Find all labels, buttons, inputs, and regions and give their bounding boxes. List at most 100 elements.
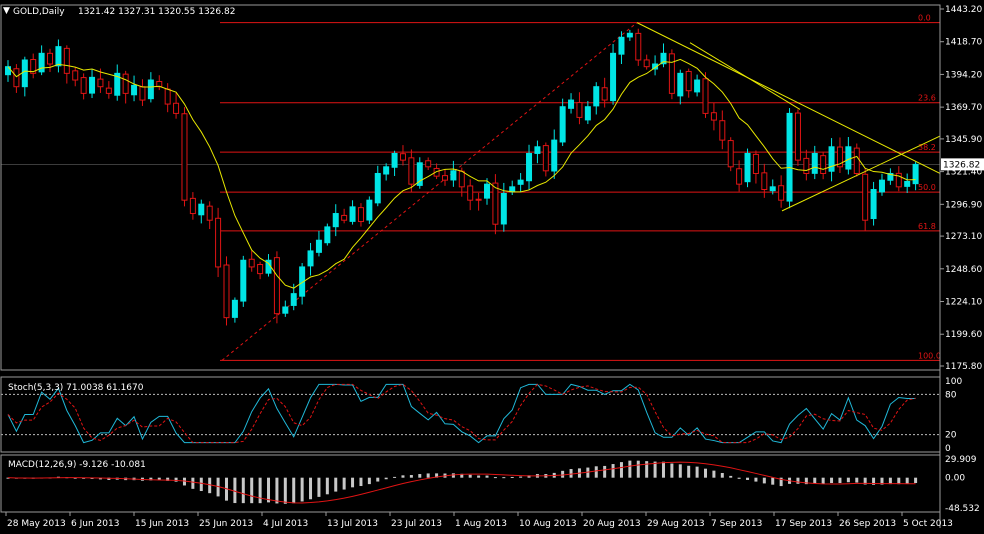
chart-header-arrow[interactable]: ▼: [3, 6, 10, 16]
macd-histogram-bar: [267, 477, 271, 503]
macd-histogram-bar: [182, 477, 186, 486]
macd-histogram-bar: [880, 477, 884, 485]
macd-histogram-bar: [258, 477, 262, 504]
macd-histogram-bar: [351, 477, 355, 488]
candle-body: [794, 112, 801, 161]
macd-histogram-bar: [754, 477, 758, 482]
price-axis-label: 1321.40: [945, 168, 982, 178]
date-axis-label: 7 Sep 2013: [711, 519, 762, 529]
macd-histogram-bar: [510, 476, 514, 478]
candle-body: [710, 112, 717, 121]
price-axis-label: 1296.90: [945, 200, 982, 210]
macd-histogram-bar: [73, 477, 77, 479]
macd-histogram-bar: [888, 477, 892, 485]
candle-body: [391, 152, 398, 168]
candle-body: [30, 59, 37, 74]
macd-histogram-bar: [216, 477, 220, 497]
candle-body: [315, 239, 322, 253]
chart-ohlc: 1321.42 1327.31 1320.55 1326.82: [78, 7, 235, 17]
stoch-main-line: [7, 383, 916, 444]
macd-histogram-bar: [569, 469, 573, 478]
candle-body: [559, 106, 566, 143]
macd-histogram-bar: [619, 462, 623, 478]
candle-body: [862, 173, 869, 221]
macd-histogram-bar: [309, 477, 313, 500]
macd-histogram-bar: [645, 461, 649, 478]
candle-body: [349, 206, 356, 222]
macd-histogram-bar: [334, 477, 338, 492]
candle-body: [778, 185, 785, 201]
candle-body: [601, 87, 608, 101]
macd-histogram-bar: [863, 477, 867, 485]
candle-body: [652, 63, 659, 70]
macd-histogram-bar: [166, 477, 170, 481]
macd-histogram-bar: [746, 477, 750, 480]
fib-anchor-line: [221, 22, 638, 361]
candle-body: [677, 72, 684, 97]
candle-body: [593, 86, 600, 107]
macd-histogram-bar: [720, 472, 724, 478]
candle-body: [332, 213, 339, 228]
date-axis-label: 1 Aug 2013: [455, 519, 507, 529]
macd-histogram-bar: [729, 475, 733, 478]
date-axis-label: 13 Jul 2013: [327, 519, 378, 529]
macd-histogram-bar: [493, 477, 497, 479]
macd-histogram-bar: [678, 464, 682, 478]
macd-histogram-bar: [359, 477, 363, 487]
candle-body: [878, 179, 885, 193]
candle-body: [366, 199, 373, 221]
candle-body: [63, 47, 70, 74]
candle-body: [887, 172, 894, 181]
fib-level-label: 100.0: [918, 351, 941, 360]
candle-body: [803, 157, 810, 174]
date-axis-label: 17 Sep 2013: [775, 519, 832, 529]
candle-body: [626, 32, 633, 38]
candle-body: [769, 186, 776, 192]
trendline-down: [636, 22, 941, 174]
macd-histogram-bar: [435, 473, 439, 478]
candle-body: [206, 205, 213, 221]
stoch-axis-label: 0: [945, 444, 951, 454]
candle-body: [610, 52, 617, 102]
macd-histogram-bar: [771, 477, 775, 485]
macd-histogram-bar: [325, 477, 329, 495]
macd-histogram-bar: [191, 477, 195, 489]
macd-histogram-bar: [174, 477, 178, 482]
candle-body: [425, 160, 432, 168]
candle-body: [307, 250, 314, 267]
candle-body: [727, 140, 734, 168]
candle-body: [164, 88, 171, 105]
candle-body: [912, 163, 919, 185]
macd-histogram-bar: [367, 477, 371, 485]
candle-body: [290, 293, 297, 306]
candle-body: [97, 78, 104, 88]
candle-body: [719, 120, 726, 141]
candle-body: [492, 182, 499, 225]
date-axis-label: 28 May 2013: [7, 519, 66, 529]
candle-body: [131, 84, 138, 96]
candle-body: [853, 147, 860, 174]
candle-body: [845, 146, 852, 170]
macd-histogram-bar: [426, 473, 430, 478]
candle-body: [223, 264, 230, 319]
candle-body: [299, 266, 306, 297]
macd-histogram-bar: [804, 477, 808, 485]
macd-histogram-bar: [628, 460, 632, 478]
stoch-axis-label: 80: [945, 390, 957, 400]
candle-body: [500, 193, 507, 225]
stoch-label: Stoch(5,3,3) 71.0038 61.1670: [8, 383, 144, 393]
price-axis-label: 1224.10: [945, 298, 982, 308]
macd-histogram-bar: [208, 477, 212, 494]
candle-body: [836, 146, 843, 168]
candle-body: [357, 207, 364, 223]
candle-body: [231, 299, 238, 318]
candle-body: [282, 306, 289, 314]
macd-histogram-bar: [317, 477, 321, 497]
stoch-signal-line: [7, 383, 916, 444]
candle-body: [509, 186, 516, 193]
date-axis-label: 10 Aug 2013: [519, 519, 577, 529]
macd-histogram-bar: [250, 477, 254, 504]
date-axis-label: 23 Jul 2013: [391, 519, 442, 529]
price-axis-label: 1369.70: [945, 103, 982, 113]
